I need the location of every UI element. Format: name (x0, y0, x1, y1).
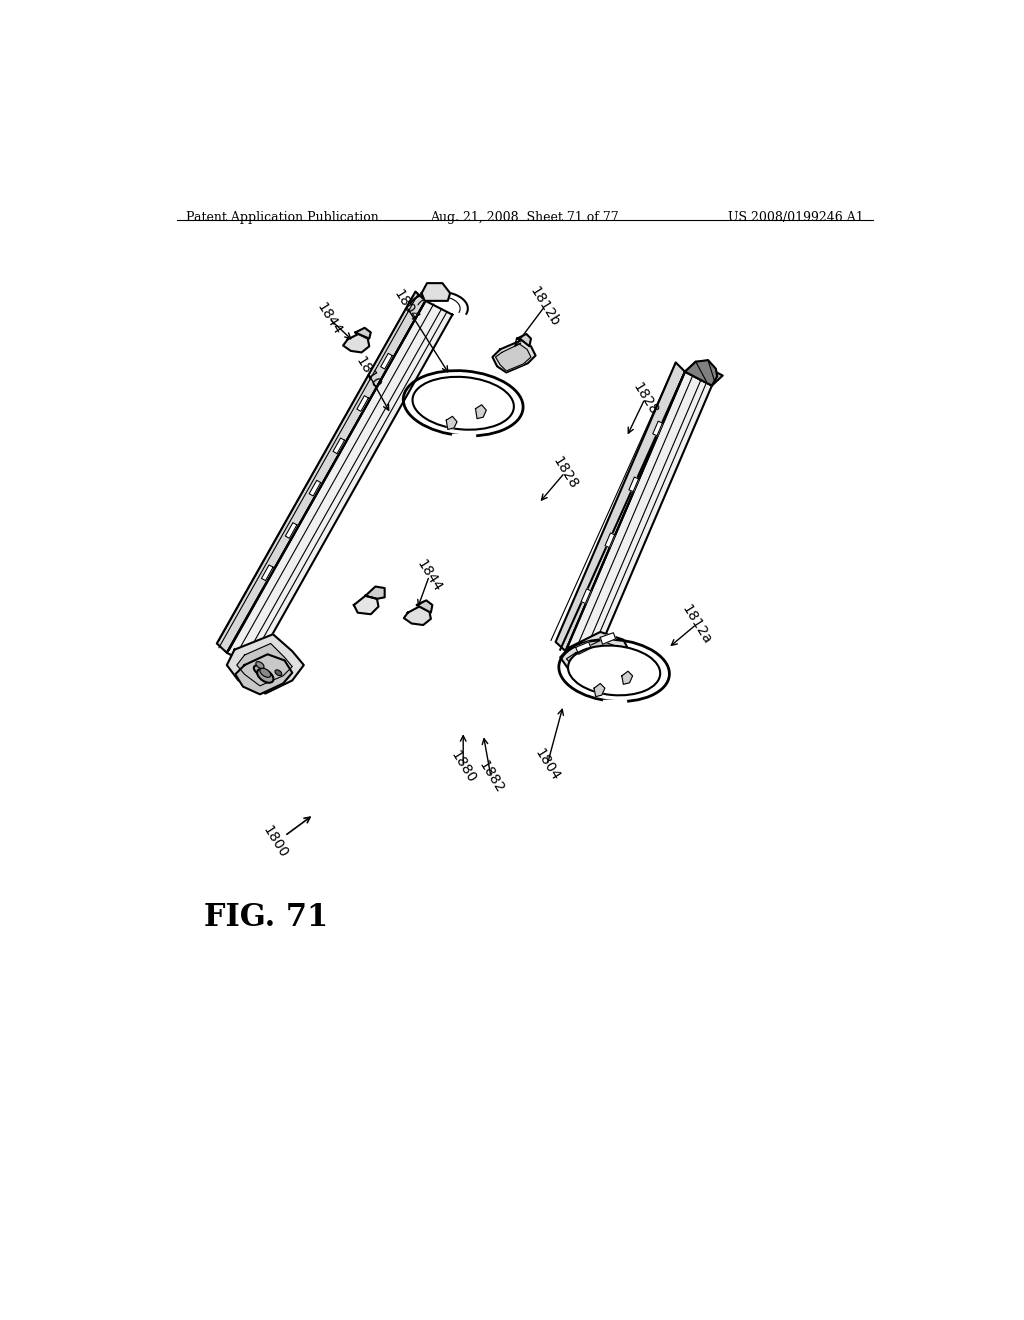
Polygon shape (286, 523, 297, 539)
Polygon shape (261, 565, 273, 581)
Polygon shape (417, 601, 432, 612)
Text: 1800: 1800 (260, 824, 291, 861)
Polygon shape (446, 416, 457, 429)
Polygon shape (381, 354, 392, 370)
Polygon shape (226, 635, 304, 693)
Polygon shape (629, 477, 639, 491)
Polygon shape (556, 363, 685, 651)
Ellipse shape (260, 668, 270, 677)
Polygon shape (343, 334, 370, 352)
Text: 1828: 1828 (630, 380, 660, 417)
Text: 1804: 1804 (531, 747, 562, 784)
Text: 1812b: 1812b (527, 284, 562, 329)
Polygon shape (217, 292, 425, 653)
Text: 1804: 1804 (391, 288, 422, 325)
Polygon shape (566, 640, 624, 676)
Text: FIG. 71: FIG. 71 (204, 903, 328, 933)
Text: 1810: 1810 (352, 354, 383, 391)
Polygon shape (496, 345, 531, 371)
Text: Aug. 21, 2008  Sheet 71 of 77: Aug. 21, 2008 Sheet 71 of 77 (430, 211, 620, 224)
Ellipse shape (257, 669, 273, 682)
Polygon shape (600, 632, 615, 644)
Polygon shape (560, 632, 631, 681)
Text: 1844: 1844 (314, 300, 344, 337)
Ellipse shape (568, 645, 660, 696)
Ellipse shape (413, 376, 514, 430)
Text: 1882: 1882 (475, 758, 506, 796)
Polygon shape (309, 480, 321, 496)
Text: US 2008/0199246 A1: US 2008/0199246 A1 (728, 211, 863, 224)
Polygon shape (652, 421, 663, 436)
Polygon shape (565, 372, 712, 665)
Polygon shape (605, 533, 614, 548)
Text: Patent Application Publication: Patent Application Publication (186, 211, 379, 224)
Polygon shape (685, 362, 723, 385)
Text: 1812a: 1812a (679, 602, 714, 647)
Polygon shape (685, 360, 717, 385)
Ellipse shape (256, 661, 264, 668)
Polygon shape (475, 405, 486, 418)
Polygon shape (594, 684, 605, 697)
Polygon shape (236, 655, 292, 694)
Polygon shape (517, 334, 531, 346)
Polygon shape (493, 341, 536, 372)
Polygon shape (366, 586, 385, 599)
Polygon shape (333, 438, 345, 454)
Polygon shape (355, 327, 371, 339)
Text: 1844: 1844 (414, 557, 444, 594)
Polygon shape (452, 434, 475, 447)
Polygon shape (422, 284, 451, 301)
Polygon shape (403, 607, 431, 626)
Text: 1880: 1880 (447, 748, 478, 785)
Polygon shape (602, 700, 626, 713)
Text: 1828: 1828 (550, 454, 581, 491)
Polygon shape (237, 644, 292, 686)
Polygon shape (226, 301, 453, 668)
Polygon shape (582, 589, 591, 603)
Polygon shape (356, 396, 369, 412)
Polygon shape (354, 595, 379, 614)
Ellipse shape (275, 669, 282, 676)
Polygon shape (622, 671, 633, 684)
Polygon shape (575, 642, 591, 655)
Ellipse shape (254, 665, 266, 676)
